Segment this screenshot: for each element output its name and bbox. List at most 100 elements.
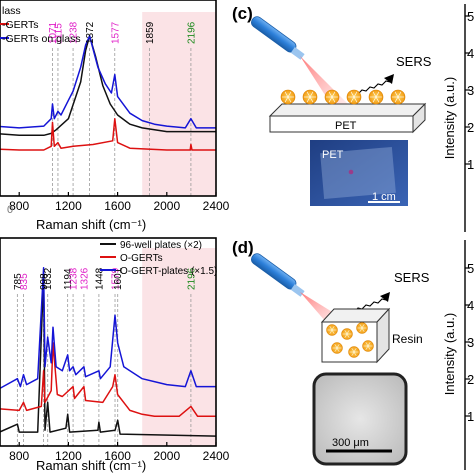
nanoparticle-spoke (329, 329, 333, 335)
peak-label: 1448 (94, 267, 105, 290)
nanoparticle-spoke (331, 325, 335, 331)
series-line-1 (0, 274, 217, 437)
nanoparticle-spoke (328, 96, 333, 103)
nanoparticle-spoke (351, 351, 355, 357)
nanoparticle-spoke (359, 323, 363, 329)
series-line-2 (0, 117, 216, 151)
nanoparticle-spoke (365, 341, 369, 347)
nanoparticle-spoke (331, 329, 335, 335)
x-tick-label: 800 (9, 199, 29, 213)
plot-frame (0, 237, 217, 447)
diagram-d: (d) SERS Resin 300 μm (232, 238, 430, 466)
legend-entry-1: 96-well plates (×2) (120, 240, 202, 251)
peak-label: 1071 (48, 21, 59, 44)
nanoparticle-spoke (361, 327, 365, 333)
resin-label: Resin (392, 332, 423, 346)
peak-label: 1577 (110, 21, 121, 44)
nanoparticle-spoke (397, 91, 402, 98)
legend-entry-1: lass (2, 5, 21, 17)
y-tick-label: 1 (467, 157, 474, 172)
peak-label: 2196 (186, 21, 197, 44)
nanoparticle-spoke (328, 91, 333, 98)
x-tick-label: 1200 (55, 449, 82, 463)
peak-label: 1372 (85, 21, 96, 44)
y-tick-label: 4 (467, 298, 474, 313)
peak-label: 1238 (69, 267, 80, 290)
nanoparticle-spoke (331, 91, 336, 98)
nanoparticle-spoke (353, 347, 357, 353)
peak-label: 1326 (79, 267, 90, 290)
pet-substrate-top (268, 103, 427, 117)
legend-entry-2: O-GERTs (120, 253, 163, 264)
series-line-3 (0, 35, 216, 129)
nanoparticle-spoke (329, 325, 333, 331)
legend-entry-2: -GERTs (2, 19, 39, 31)
sample-spot (348, 169, 354, 175)
signal-arrow-icon (384, 74, 394, 84)
x-tick-label: 1600 (104, 449, 131, 463)
photo-label: PET (322, 149, 344, 161)
peak-label: 1579 (111, 267, 122, 290)
peak-label: 998 (39, 273, 50, 290)
series-line-3 (0, 267, 216, 390)
signal-arrow-icon (380, 292, 390, 302)
x-tick-label: 2000 (153, 199, 180, 213)
nanoparticle-spoke (372, 96, 377, 103)
nanoparticle-spoke (346, 329, 350, 335)
nanoparticle-spoke (367, 345, 371, 351)
peak-label: 1194 (63, 268, 74, 290)
nanoparticle-spoke (284, 91, 289, 98)
y-tick-label: 3 (467, 83, 474, 98)
x-tick-label: 2400 (203, 199, 230, 213)
legend: 96-well plates (×2) O-GERTs O-GERT-plate… (100, 240, 217, 277)
nanoparticle-spoke (372, 91, 377, 98)
nanoparticle-cluster (326, 322, 374, 358)
nanoparticle-spoke (375, 91, 380, 98)
shaded-region (142, 12, 216, 196)
legend: lass -GERTs -GERTs on glass (0, 5, 81, 45)
resin-photo (312, 372, 408, 466)
resin-block-side (376, 307, 390, 364)
diagram-c: (c) SERS PET PET 1 cm (232, 4, 432, 206)
nanoparticle-spoke (350, 96, 355, 103)
peak-label: 1032 (43, 267, 54, 290)
x-tick-label: 1600 (104, 199, 131, 213)
nanoparticle-spoke (353, 96, 358, 103)
y-axis-label-bottom: Intensity (a.u.) (442, 313, 457, 395)
series-line-2 (0, 342, 216, 418)
nanoparticle-spoke (361, 323, 365, 329)
nanoparticle-spoke (344, 329, 348, 335)
nanoparticle-spoke (331, 96, 336, 103)
pet-substrate-side (412, 102, 426, 134)
nanoparticle-spoke (334, 347, 338, 353)
nanoparticle-spoke (375, 96, 380, 103)
substrate-label: PET (335, 120, 357, 132)
y-tick-label: 4 (467, 46, 474, 61)
peak-label: 2196 (186, 267, 197, 290)
nanoparticle-spoke (359, 327, 363, 333)
peak-label: 615 (0, 273, 3, 290)
nanoparticle-spoke (306, 96, 311, 103)
peak-label: 1115 (53, 23, 64, 44)
x-axis-label: Raman shift (cm⁻¹) (36, 458, 146, 473)
nanoparticle-row (280, 89, 406, 105)
sers-label: SERS (396, 54, 432, 69)
nanoparticle-spoke (334, 343, 338, 349)
nanoparticle-spoke (353, 91, 358, 98)
y-tick-label: 1 (467, 409, 474, 424)
nanoparticle-spoke (394, 91, 399, 98)
nanoparticle-spoke (336, 343, 340, 349)
x-axis-label: Raman shift (cm⁻¹) (36, 217, 146, 232)
peak-label: 1601 (113, 267, 124, 290)
right-cropped-axis: 5 4 3 2 1 5 4 3 2 1 Intensity (a.u.) Intensity (a… (442, 4, 474, 470)
x-tick-label: 2400 (203, 449, 230, 463)
x-tick-label: 2000 (153, 449, 180, 463)
peak-label: 785 (13, 273, 24, 290)
pet-film (320, 146, 396, 200)
cropped-tick-label: 0 (7, 204, 13, 216)
pet-photo (310, 140, 408, 206)
nanoparticle-spoke (284, 96, 289, 103)
